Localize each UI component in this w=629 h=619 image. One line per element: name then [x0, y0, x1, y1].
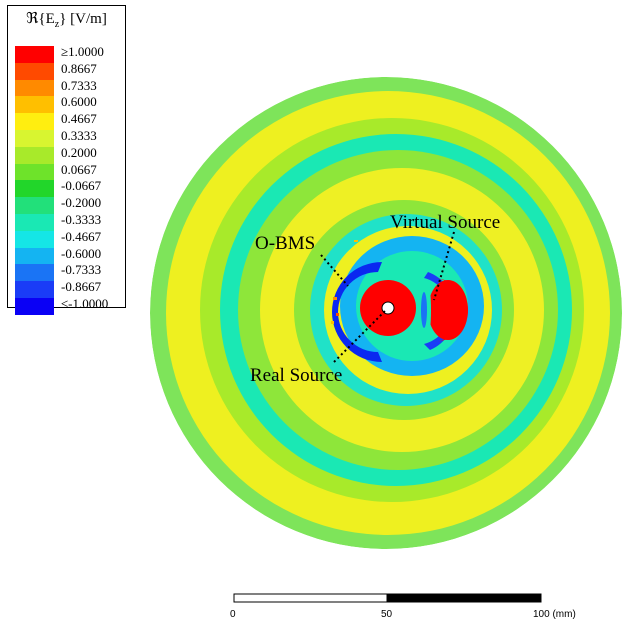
legend-tick-label: 0.7333	[61, 77, 97, 93]
obms-shell	[332, 262, 382, 362]
legend-swatch	[15, 281, 54, 298]
legend-tick-label: ≤-1.0000	[61, 296, 109, 311]
obms-leader	[320, 254, 349, 287]
legend-swatch	[15, 146, 54, 164]
legend-swatch	[15, 180, 54, 198]
legend-tick-label: -0.8667	[61, 279, 102, 295]
legend-tick-label: 0.4667	[61, 111, 97, 127]
legend-swatch	[15, 163, 54, 181]
legend-swatch	[15, 230, 54, 248]
legend-tick-label: -0.4667	[61, 228, 102, 244]
legend-swatch	[15, 96, 54, 114]
seam-cyan	[425, 284, 431, 336]
speckles	[331, 240, 358, 324]
obms-label: O-BMS	[255, 233, 315, 254]
legend-swatch	[15, 264, 54, 282]
legend-tick-label: -0.2000	[61, 195, 102, 211]
legend-swatch	[15, 247, 54, 265]
legend-tick-label: -0.7333	[61, 262, 102, 278]
legend-tick-label: -0.6000	[61, 245, 102, 261]
scale-bar-white	[233, 593, 388, 603]
scale-bar: 0 50 100 (mm)	[230, 593, 576, 619]
scale-label-100: 100 (mm)	[533, 609, 576, 619]
scale-label-50: 50	[381, 609, 393, 619]
legend-swatch	[15, 113, 54, 130]
legend-swatch	[15, 46, 54, 63]
scale-label-0: 0	[230, 609, 236, 619]
legend-swatch	[15, 213, 54, 231]
legend-tick-label: ≥1.0000	[61, 44, 104, 59]
legend-swatch	[15, 297, 54, 315]
seam-blue	[421, 292, 427, 328]
legend-tick-label: 0.8667	[61, 60, 97, 76]
legend-swatch	[15, 129, 54, 147]
real-source-label: Real Source	[250, 365, 342, 386]
legend-tick-label: 0.0667	[61, 161, 97, 177]
legend-swatch	[15, 62, 54, 80]
real-source-marker	[381, 301, 395, 315]
virtual-source-lobe-body	[428, 280, 468, 340]
virtual-source-label: Virtual Source	[390, 212, 500, 233]
legend-color-bar	[15, 46, 54, 315]
virtual-source-leader	[433, 231, 455, 301]
legend-title: ℜ{Ez} [V/m]	[26, 11, 107, 30]
legend-tick-label: 0.6000	[61, 94, 97, 110]
real-source-leader	[333, 309, 387, 363]
legend-tick-label: -0.0667	[61, 178, 102, 194]
legend-tick-label: 0.2000	[61, 144, 97, 160]
legend-swatch	[15, 197, 54, 214]
legend-swatch	[15, 79, 54, 97]
legend-tick-label: -0.3333	[61, 212, 102, 227]
scale-bar-black	[386, 593, 542, 603]
legend-tick-label: 0.3333	[61, 128, 97, 143]
colorbar-legend: ℜ{Ez} [V/m] ≥1.0000 0.8667 0.7333 0.6000 0.4…	[7, 5, 126, 315]
